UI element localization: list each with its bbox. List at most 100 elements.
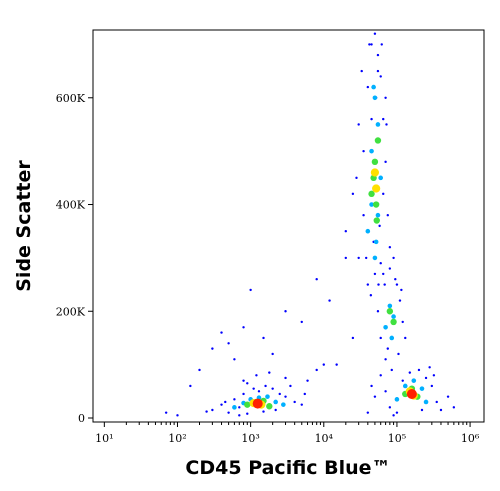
event-dot — [271, 352, 274, 356]
event-dot — [176, 414, 179, 417]
event-dot — [375, 122, 381, 127]
event-dot — [395, 283, 399, 286]
event-dot — [378, 175, 384, 181]
event-dot — [424, 376, 428, 380]
event-dot — [344, 230, 347, 233]
event-dot — [371, 84, 376, 90]
plot-frame — [92, 29, 485, 423]
event-dot — [378, 224, 381, 228]
event-dot — [224, 400, 227, 404]
event-dot — [273, 399, 278, 405]
event-dot — [390, 368, 393, 372]
event-dot — [382, 192, 385, 196]
event-dot — [388, 406, 392, 409]
x-tick-label: 10⁴ — [315, 432, 334, 445]
y-tick-label: 400K — [56, 199, 86, 212]
event-dot — [189, 384, 192, 388]
event-dot — [262, 336, 265, 340]
event-dot — [369, 294, 373, 297]
event-dot — [252, 398, 263, 409]
event-dot — [369, 202, 374, 207]
event-dot — [379, 336, 382, 340]
event-dot — [373, 272, 377, 276]
event-dot — [435, 400, 438, 404]
event-dot — [227, 411, 230, 414]
event-dot — [392, 256, 395, 260]
x-tick-label: 10² — [168, 432, 186, 445]
event-dot — [205, 410, 208, 413]
event-dot — [383, 283, 386, 286]
event-dot — [428, 366, 431, 369]
y-tick-label: 600K — [56, 92, 86, 105]
y-tick-label: 0 — [78, 412, 85, 425]
event-dot — [387, 303, 393, 309]
event-dot — [394, 278, 397, 281]
event-dot — [386, 347, 389, 350]
event-dot — [271, 387, 274, 390]
event-dot — [366, 411, 370, 414]
event-dot — [374, 137, 382, 144]
event-dot — [281, 402, 286, 407]
event-dot — [227, 342, 230, 345]
event-dot — [364, 256, 368, 260]
event-dot — [388, 267, 392, 270]
x-tick-label: 10⁶ — [461, 432, 480, 445]
event-dot — [365, 228, 371, 234]
event-dot — [242, 379, 245, 382]
event-dot — [388, 246, 392, 249]
event-dot — [289, 384, 292, 388]
event-dot — [284, 376, 287, 380]
event-dot — [351, 336, 355, 340]
event-dot — [369, 148, 374, 154]
event-dot — [376, 53, 380, 57]
event-dot — [373, 395, 377, 398]
event-dot — [377, 283, 380, 286]
event-dot — [315, 278, 318, 281]
event-dot — [376, 69, 380, 73]
event-dot — [384, 390, 387, 393]
event-dot — [335, 363, 338, 366]
event-dot — [233, 398, 236, 401]
event-dot — [344, 256, 347, 260]
y-axis-label: Side Scatter — [13, 160, 35, 292]
event-dot — [370, 117, 373, 121]
event-dot — [370, 168, 380, 177]
event-dot — [383, 324, 388, 330]
event-dot — [257, 390, 261, 393]
event-dot — [373, 32, 377, 35]
event-dot — [371, 158, 379, 166]
event-dot — [423, 399, 429, 405]
event-dot — [394, 397, 400, 402]
event-dot — [355, 176, 358, 180]
event-dot — [242, 326, 245, 329]
event-dot — [300, 320, 303, 324]
event-dot — [432, 374, 436, 377]
event-dot — [357, 123, 360, 126]
event-dot — [373, 217, 380, 224]
y-tick-label: 200K — [56, 305, 86, 318]
event-dot — [233, 358, 236, 361]
event-dot — [390, 318, 397, 326]
event-dot — [246, 412, 249, 415]
event-dot — [395, 411, 399, 414]
event-dot — [246, 382, 249, 385]
event-dot — [379, 75, 382, 78]
event-dot — [306, 379, 309, 382]
event-dot — [238, 414, 241, 417]
event-dot — [211, 347, 214, 350]
event-dot — [379, 262, 382, 265]
event-dot — [372, 184, 381, 193]
event-dot — [366, 283, 370, 286]
event-dot — [238, 406, 241, 409]
event-dot — [220, 331, 223, 334]
event-dot — [385, 123, 388, 126]
x-tick-label: 10⁵ — [388, 432, 406, 445]
event-dot — [375, 212, 381, 218]
event-dot — [164, 411, 168, 414]
event-dot — [402, 383, 408, 389]
event-dot — [446, 395, 450, 398]
event-dot — [452, 406, 456, 409]
event-dot — [401, 379, 404, 382]
